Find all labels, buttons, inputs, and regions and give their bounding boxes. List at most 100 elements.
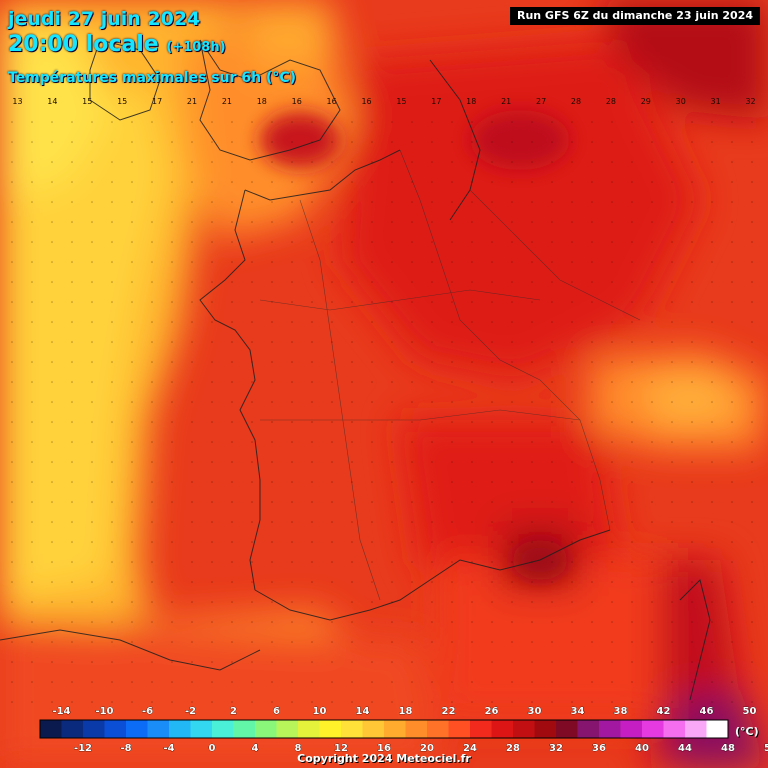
grid-dot: [651, 681, 653, 683]
grid-value: 30: [676, 97, 686, 106]
grid-dot: [291, 481, 293, 483]
grid-dot: [651, 421, 653, 423]
scale-label: 46: [700, 706, 714, 717]
scale-swatch: [212, 720, 234, 738]
grid-dot: [671, 441, 673, 443]
grid-dot: [251, 201, 253, 203]
grid-dot: [331, 301, 333, 303]
grid-dot: [751, 121, 753, 123]
grid-dot: [291, 621, 293, 623]
grid-dot: [671, 601, 673, 603]
grid-dot: [551, 441, 553, 443]
grid-dot: [271, 241, 273, 243]
grid-dot: [731, 301, 733, 303]
grid-dot: [651, 341, 653, 343]
grid-dot: [31, 281, 33, 283]
grid-dot: [231, 181, 233, 183]
grid-dot: [591, 321, 593, 323]
grid-dot: [711, 341, 713, 343]
grid-dot: [651, 281, 653, 283]
grid-dot: [11, 601, 13, 603]
color-scale: [39, 719, 729, 739]
grid-dot: [751, 561, 753, 563]
grid-dot: [711, 641, 713, 643]
grid-dot: [231, 301, 233, 303]
grid-dot: [351, 321, 353, 323]
grid-dot: [711, 581, 713, 583]
grid-dot: [31, 421, 33, 423]
grid-dot: [271, 141, 273, 143]
admin-borders: [259, 149, 641, 601]
grid-dot: [251, 421, 253, 423]
grid-dot: [271, 461, 273, 463]
grid-dot: [751, 641, 753, 643]
grid-dot: [291, 401, 293, 403]
scale-label: 20: [420, 743, 434, 754]
grid-dot: [451, 261, 453, 263]
grid-dot: [431, 681, 433, 683]
grid-dot: [531, 141, 533, 143]
scale-label: 48: [721, 743, 735, 754]
grid-dot: [171, 381, 173, 383]
grid-dot: [731, 461, 733, 463]
grid-dot: [191, 561, 193, 563]
grid-dot: [511, 441, 513, 443]
grid-dot: [671, 541, 673, 543]
grid-dot: [731, 441, 733, 443]
grid-dot: [591, 201, 593, 203]
scale-swatch: [427, 720, 449, 738]
grid-dot: [371, 281, 373, 283]
grid-dot: [91, 181, 93, 183]
grid-dot: [251, 441, 253, 443]
grid-dot: [71, 441, 73, 443]
scale-swatch: [448, 720, 471, 738]
grid-dot: [71, 381, 73, 383]
grid-dot: [311, 141, 313, 143]
grid-dot: [91, 521, 93, 523]
grid-dot: [111, 401, 113, 403]
grid-dot: [531, 121, 533, 123]
grid-dot: [371, 441, 373, 443]
grid-dot: [471, 121, 473, 123]
grid-dot: [471, 161, 473, 163]
scale-label: -14: [52, 706, 70, 717]
scale-label: 38: [614, 706, 628, 717]
grid-dot: [671, 621, 673, 623]
scale-label: 28: [506, 743, 520, 754]
grid-dot: [311, 541, 313, 543]
grid-dot: [131, 701, 133, 703]
grid-dot: [711, 241, 713, 243]
grid-dot: [211, 261, 213, 263]
grid-dot: [111, 661, 113, 663]
grid-value: 28: [606, 97, 616, 106]
grid-dot: [591, 381, 593, 383]
grid-dot: [191, 461, 193, 463]
grid-dot: [591, 281, 593, 283]
grid-value: 21: [187, 97, 197, 106]
grid-dot: [451, 661, 453, 663]
grid-dot: [131, 241, 133, 243]
grid-dot: [191, 121, 193, 123]
grid-dot: [431, 521, 433, 523]
grid-dot: [351, 301, 353, 303]
grid-dot: [311, 241, 313, 243]
grid-dot: [371, 421, 373, 423]
grid-dot: [451, 161, 453, 163]
grid-dot: [591, 481, 593, 483]
grid-dot: [111, 541, 113, 543]
grid-dot: [671, 281, 673, 283]
grid-dot: [671, 181, 673, 183]
grid-dot: [51, 141, 53, 143]
grid-dot: [551, 541, 553, 543]
grid-dot: [251, 301, 253, 303]
grid-dot: [211, 361, 213, 363]
scale-swatch: [233, 720, 256, 738]
grid-dot: [351, 461, 353, 463]
grid-dot: [751, 481, 753, 483]
grid-dot: [451, 481, 453, 483]
grid-dot: [391, 301, 393, 303]
grid-dot: [531, 661, 533, 663]
grid-dot: [231, 701, 233, 703]
grid-dot: [211, 181, 213, 183]
grid-dot: [431, 281, 433, 283]
